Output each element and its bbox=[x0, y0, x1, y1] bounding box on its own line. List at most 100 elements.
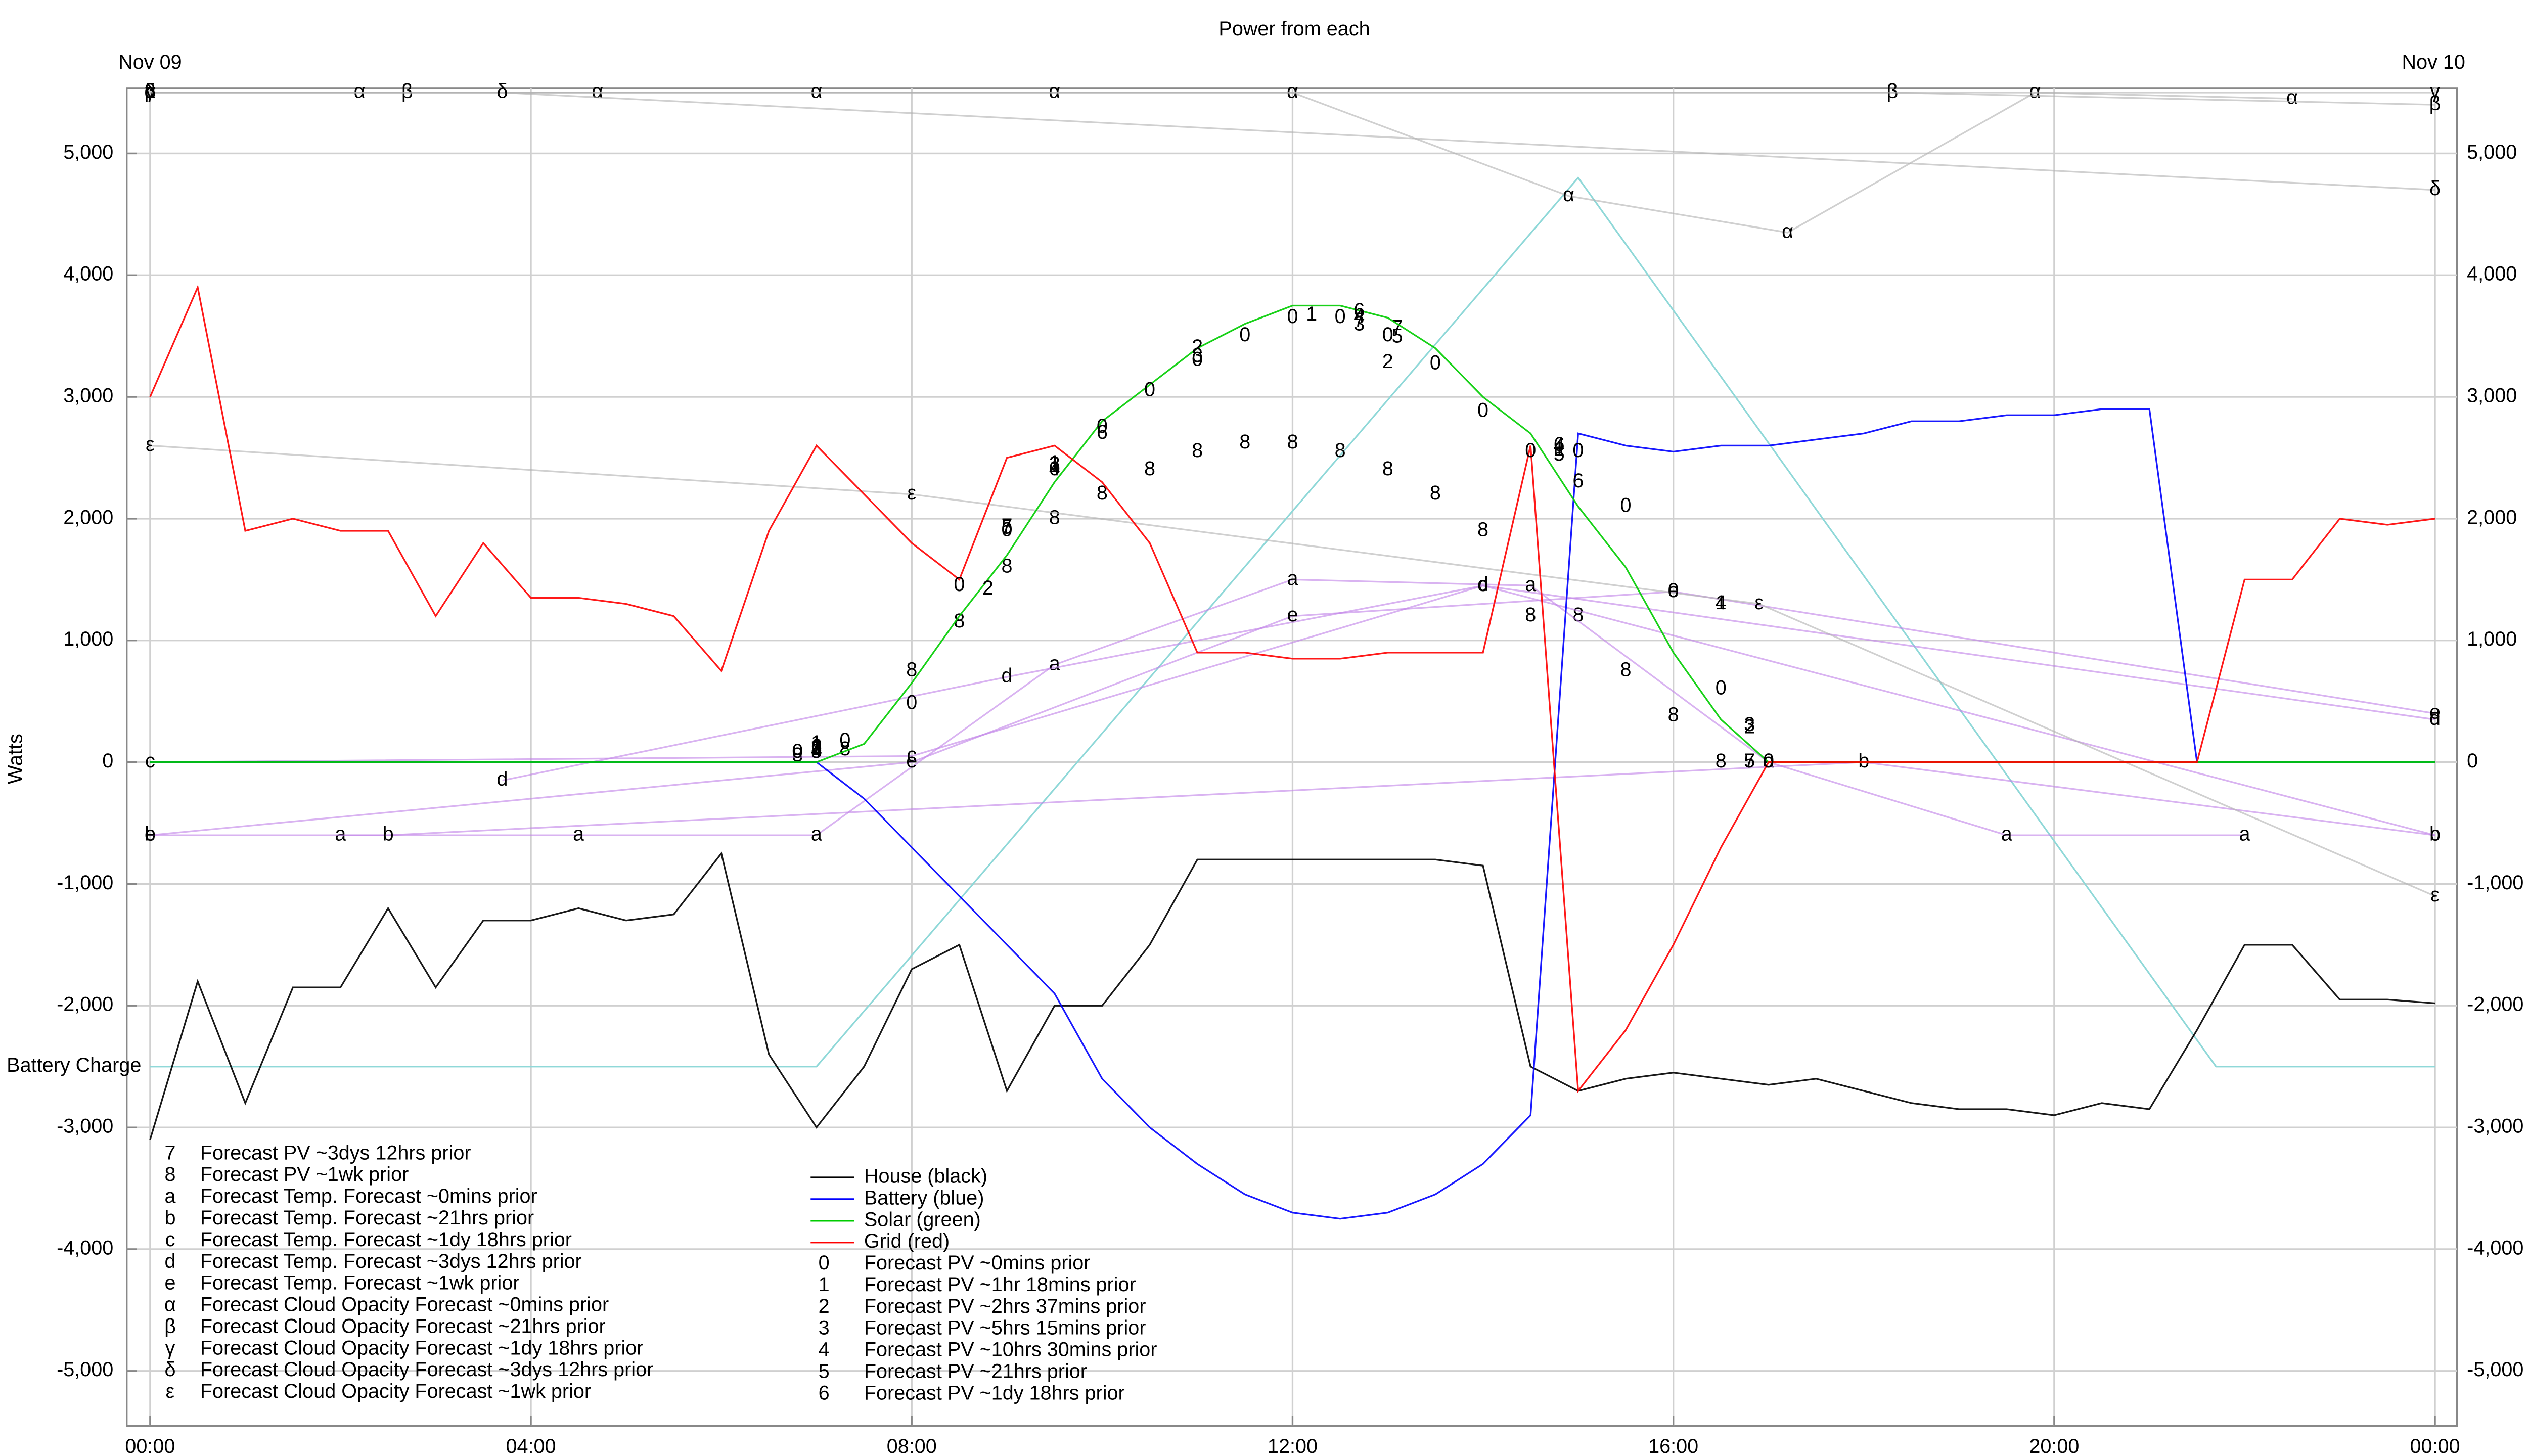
series-symbol: 0 bbox=[954, 573, 965, 596]
legend-symbol: δ bbox=[164, 1358, 175, 1381]
legend-label: House (black) bbox=[864, 1165, 987, 1188]
legend-symbol: d bbox=[164, 1250, 175, 1272]
legend-symbol: b bbox=[164, 1207, 175, 1229]
legend-label: Forecast PV ~1wk prior bbox=[200, 1163, 409, 1186]
y-tick-label: -5,000 bbox=[57, 1358, 113, 1381]
x-tick-label: 08:00 bbox=[887, 1435, 937, 1456]
series-symbol: 8 bbox=[1192, 439, 1203, 462]
series-symbol: α bbox=[2029, 80, 2041, 102]
series-symbol: 0 bbox=[1097, 415, 1108, 437]
legend-label: Forecast PV ~5hrs 15mins prior bbox=[864, 1317, 1146, 1339]
y-axis-label: Watts bbox=[4, 734, 26, 784]
battery-charge-label: Battery Charge bbox=[7, 1054, 141, 1076]
y-tick-label-right: -2,000 bbox=[2467, 993, 2523, 1016]
series-symbol: b bbox=[1858, 750, 1869, 772]
series-symbol: 7 bbox=[811, 738, 822, 760]
series-symbol: 5 bbox=[1554, 443, 1565, 465]
legend-symbol: γ bbox=[165, 1337, 175, 1359]
series-symbol: b bbox=[2429, 823, 2441, 845]
series-symbol: α bbox=[144, 80, 156, 102]
series-symbol: γ bbox=[145, 80, 155, 102]
series-symbol: 7 bbox=[1744, 750, 1755, 772]
series-symbol: α bbox=[1782, 220, 1793, 242]
series-symbol: e bbox=[906, 750, 917, 772]
y-tick-label-right: 1,000 bbox=[2467, 628, 2517, 650]
series-symbol: 0 bbox=[839, 729, 850, 751]
series-symbol: 8 bbox=[1049, 506, 1060, 528]
series-symbol: 3 bbox=[811, 737, 822, 759]
series-symbol: a bbox=[1049, 652, 1061, 674]
series-symbol: 0 bbox=[1668, 579, 1679, 602]
series-line bbox=[150, 761, 2435, 836]
legend-label: Forecast PV ~10hrs 30mins prior bbox=[864, 1339, 1157, 1361]
series-symbol: α bbox=[1049, 80, 1060, 102]
series-line bbox=[502, 584, 2435, 782]
series-symbol: 0 bbox=[1335, 305, 1346, 328]
series-symbol: 2 bbox=[1192, 336, 1203, 358]
series-symbol: 4 bbox=[1353, 305, 1365, 328]
series-symbol: 8 bbox=[954, 610, 965, 632]
series-symbol: 8 bbox=[1382, 458, 1393, 480]
y-tick-label: 1,000 bbox=[63, 628, 113, 650]
series-symbol: 8 bbox=[1144, 458, 1155, 480]
series-symbol: a bbox=[573, 823, 584, 845]
series-symbol: 0 bbox=[1239, 324, 1250, 346]
series-symbol: 3 bbox=[1744, 713, 1755, 736]
legend-label: Forecast PV ~3dys 12hrs prior bbox=[200, 1142, 471, 1164]
legend-symbol: a bbox=[164, 1185, 176, 1207]
legend-label: Forecast Temp. Forecast ~3dys 12hrs prio… bbox=[200, 1250, 582, 1272]
series-symbol: β bbox=[2429, 93, 2441, 115]
series-symbol: e bbox=[1287, 604, 1298, 626]
series-symbol: a bbox=[335, 823, 346, 845]
series-symbol: 1 bbox=[1306, 303, 1317, 325]
series-symbol: β bbox=[144, 80, 156, 102]
series-symbol: ε bbox=[907, 482, 916, 504]
date-end: Nov 10 bbox=[2402, 51, 2465, 73]
x-tick-label: 20:00 bbox=[2029, 1435, 2079, 1456]
series-symbol: 7 bbox=[1353, 309, 1365, 331]
y-tick-label-right: 5,000 bbox=[2467, 141, 2517, 163]
series-symbol: 2 bbox=[982, 577, 994, 599]
legend-label: Forecast PV ~0mins prior bbox=[864, 1252, 1091, 1274]
chart-title: Power from each bbox=[1218, 18, 1370, 40]
series-symbol: 1 bbox=[1554, 438, 1565, 461]
series-symbol: c bbox=[1478, 573, 1488, 596]
series-symbol: 6 bbox=[1554, 433, 1565, 456]
legend-symbol: 3 bbox=[819, 1317, 830, 1339]
series-symbol: α bbox=[2286, 86, 2298, 109]
legend-label: Forecast PV ~2hrs 37mins prior bbox=[864, 1295, 1146, 1317]
legend-label: Forecast PV ~21hrs prior bbox=[864, 1360, 1087, 1383]
legend-label: Forecast PV ~1hr 18mins prior bbox=[864, 1273, 1136, 1296]
legend-label: Forecast Temp. Forecast ~1wk prior bbox=[200, 1272, 520, 1294]
series-symbol: 2 bbox=[811, 738, 822, 760]
series-symbol: e bbox=[145, 823, 156, 845]
series-line bbox=[340, 578, 2245, 836]
y-tick-label: 5,000 bbox=[63, 141, 113, 163]
series-line bbox=[150, 92, 2435, 191]
legend-symbol: β bbox=[164, 1315, 176, 1337]
series-symbol: 1 bbox=[1049, 451, 1060, 474]
series-symbol: 8 bbox=[906, 658, 917, 680]
series-symbol: 0 bbox=[1763, 750, 1774, 772]
series-symbol: 0 bbox=[1049, 458, 1060, 480]
series-symbol: 7 bbox=[1002, 515, 1013, 537]
legend-symbol: 4 bbox=[819, 1339, 830, 1361]
y-tick-label-right: -5,000 bbox=[2467, 1358, 2523, 1381]
series-symbol: 0 bbox=[1192, 348, 1203, 370]
legend-symbol: 0 bbox=[819, 1252, 830, 1274]
legend-label: Forecast Cloud Opacity Forecast ~1wk pri… bbox=[200, 1380, 591, 1402]
legend-label: Forecast Cloud Opacity Forecast ~3dys 12… bbox=[200, 1358, 653, 1381]
x-tick-label: 00:00 bbox=[125, 1435, 175, 1456]
legend-label: Forecast Cloud Opacity Forecast ~1dy 18h… bbox=[200, 1337, 644, 1359]
series-symbol: 0 bbox=[1572, 439, 1584, 462]
legend-symbol: 7 bbox=[164, 1142, 175, 1164]
series-symbol: α bbox=[1287, 80, 1298, 102]
x-tick-label: 16:00 bbox=[1648, 1435, 1698, 1456]
series-symbol: 6 bbox=[811, 735, 822, 757]
series-line bbox=[149, 284, 2435, 1094]
series-symbol: 0 bbox=[1287, 305, 1298, 328]
legend-label: Battery (blue) bbox=[864, 1187, 984, 1209]
series-symbol: 4 bbox=[1716, 592, 1727, 614]
series-symbol: 8 bbox=[1716, 750, 1727, 772]
